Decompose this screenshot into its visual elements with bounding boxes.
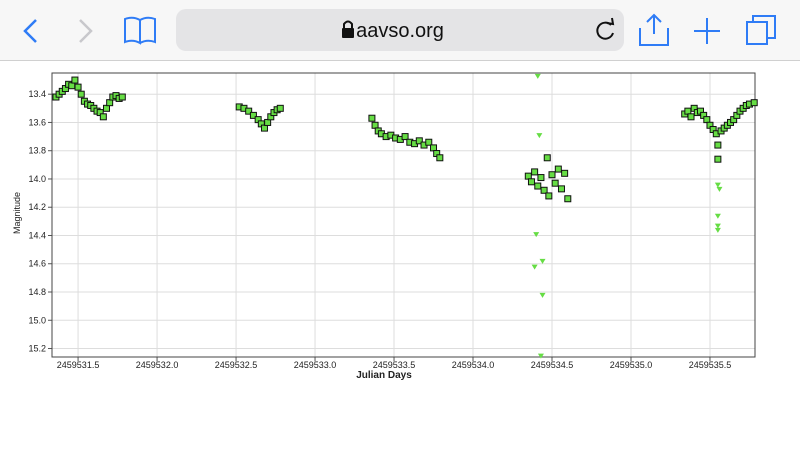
x-tick-label: 2459533.5 xyxy=(373,360,416,370)
observation-point xyxy=(537,174,545,182)
observation-point xyxy=(554,165,562,173)
observation-point xyxy=(430,144,438,152)
x-tick-label: 2459535.5 xyxy=(689,360,732,370)
x-tick-label: 2459532.0 xyxy=(136,360,179,370)
observation-point xyxy=(368,114,376,122)
x-tick-label: 2459534.0 xyxy=(452,360,495,370)
observation-point xyxy=(557,185,565,193)
observation-point xyxy=(540,186,548,194)
y-tick-label: 13.8 xyxy=(28,146,46,156)
upper-limit-point xyxy=(716,186,723,192)
upper-limit-point xyxy=(539,292,546,298)
upper-limit-point xyxy=(531,264,538,270)
y-tick-label: 13.6 xyxy=(28,117,46,127)
observation-point xyxy=(564,195,572,203)
observation-point xyxy=(527,178,535,186)
browser-toolbar: aavso.org xyxy=(0,0,800,61)
observation-point xyxy=(524,172,532,180)
observation-point xyxy=(687,113,695,121)
url-text: aavso.org xyxy=(356,20,444,42)
new-tab-button[interactable] xyxy=(694,18,720,44)
x-tick-label: 2459534.5 xyxy=(531,360,574,370)
x-tick-label: 2459535.0 xyxy=(610,360,653,370)
observation-point xyxy=(415,137,423,145)
observation-point xyxy=(703,116,711,124)
reload-arrow xyxy=(606,17,615,26)
observation-point xyxy=(543,154,551,162)
observation-point xyxy=(245,107,253,115)
observation-point xyxy=(425,138,433,146)
y-tick-label: 14.4 xyxy=(28,230,46,240)
observation-point xyxy=(714,141,722,149)
observation-point xyxy=(276,104,284,112)
observation-point xyxy=(551,179,559,187)
reload-button[interactable] xyxy=(596,21,614,40)
observation-point xyxy=(401,133,409,141)
chart: Julian Days Magnitude 2459531.5 2459532.0… xyxy=(12,72,758,381)
observation-point xyxy=(106,99,114,107)
observation-point xyxy=(545,192,553,200)
observation-point xyxy=(103,104,111,112)
observation-point xyxy=(531,168,539,176)
observation-point xyxy=(561,169,569,177)
upper-limit-point xyxy=(714,223,721,229)
observation-point xyxy=(714,155,722,163)
observation-point xyxy=(684,107,692,115)
address-icons xyxy=(342,17,615,40)
share-button[interactable] xyxy=(639,13,669,46)
observation-point xyxy=(118,93,126,101)
x-tick-label: 2459533.0 xyxy=(294,360,337,370)
observation-point xyxy=(264,118,272,126)
observation-point xyxy=(371,121,379,129)
upper-limit-point xyxy=(534,73,541,79)
observation-point xyxy=(436,154,444,162)
upper-limit-point xyxy=(714,227,721,233)
observation-point xyxy=(71,76,79,84)
back-button[interactable] xyxy=(23,19,37,43)
lock-icon xyxy=(342,28,354,38)
observation-point xyxy=(249,111,257,119)
forward-button[interactable] xyxy=(79,19,93,43)
observation-point xyxy=(74,83,82,91)
upper-limit-point xyxy=(536,133,543,139)
observation-point xyxy=(548,171,556,179)
tabs-button[interactable] xyxy=(746,21,768,45)
upper-limit-point xyxy=(533,232,540,238)
observation-point xyxy=(260,124,268,132)
upper-limit-point xyxy=(537,353,544,359)
lock-shackle xyxy=(343,20,353,28)
toolbar-icons xyxy=(23,13,776,46)
upper-limit-point xyxy=(539,258,546,264)
observation-point xyxy=(750,99,758,107)
y-tick-label: 14.2 xyxy=(28,202,46,212)
x-tick-label: 2459531.5 xyxy=(57,360,100,370)
y-tick-label: 14.6 xyxy=(28,259,46,269)
address-bar[interactable]: aavso.org xyxy=(176,9,624,51)
y-tick-label: 13.4 xyxy=(28,89,46,99)
x-axis-label: Julian Days xyxy=(356,370,412,381)
upper-limit-point xyxy=(714,182,721,188)
tabs-button-back xyxy=(752,15,776,39)
observation-point xyxy=(77,90,85,98)
observation-point xyxy=(99,113,107,121)
observation-point xyxy=(68,82,76,90)
y-tick-label: 15.2 xyxy=(28,344,46,354)
y-tick-label: 15.0 xyxy=(28,315,46,325)
upper-limit-point xyxy=(714,213,721,219)
y-tick-label: 14.8 xyxy=(28,287,46,297)
plot-frame xyxy=(51,72,756,358)
observation-point xyxy=(534,182,542,190)
y-axis-label: Magnitude xyxy=(12,192,22,234)
x-tick-label: 2459532.5 xyxy=(215,360,258,370)
y-tick-label: 14.0 xyxy=(28,174,46,184)
bookmarks-button[interactable] xyxy=(124,16,156,45)
